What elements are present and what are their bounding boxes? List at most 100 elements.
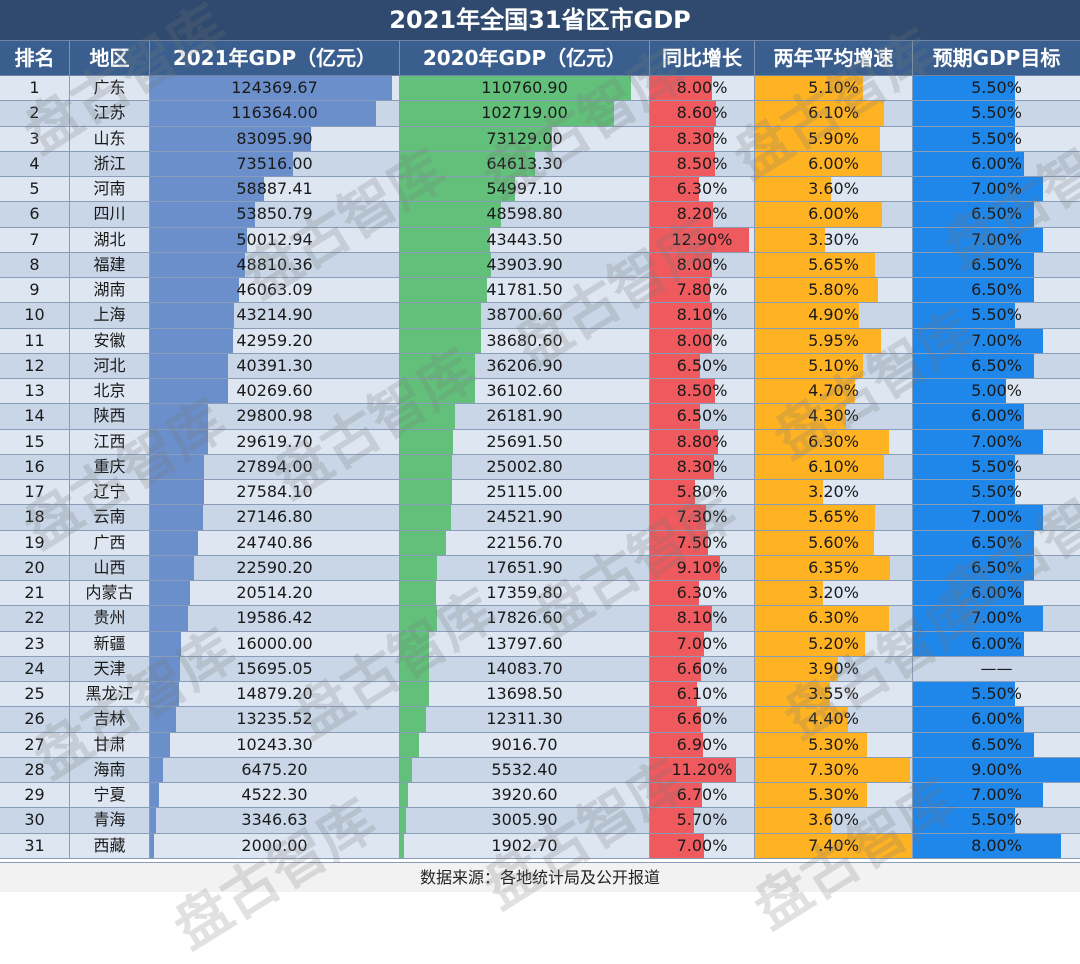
rank-value: 29	[24, 785, 45, 804]
gdp2020-bar	[400, 783, 409, 808]
rank-value: 19	[24, 532, 45, 552]
target-value: 5.50%	[971, 810, 1022, 830]
region-cell: 江苏	[70, 101, 150, 126]
growth-bar	[650, 581, 699, 606]
table-body: 1 广东 124369.67 110760.90 8.00% 5.10% 5.50% 2 江苏 1…	[0, 76, 1080, 859]
gdp2021-cell: 15695.05	[150, 656, 400, 681]
rank-value: 8	[29, 254, 40, 274]
region-value: 辽宁	[93, 482, 126, 501]
avg-value: 3.90%	[808, 658, 859, 678]
growth-value: 7.50%	[676, 532, 728, 552]
region-value: 河北	[93, 355, 126, 375]
target-cell: 5.50%	[913, 126, 1080, 151]
gdp2020-cell: 102719.00	[400, 101, 650, 126]
growth-bar	[650, 404, 701, 429]
avg-value: 4.90%	[808, 305, 859, 325]
target-value: 6.00%	[971, 709, 1022, 729]
table-row: 28 海南 6475.20 5532.40 11.20% 7.30% 9.00%	[0, 757, 1080, 783]
gdp2021-cell: 22590.20	[150, 555, 400, 580]
growth-bar	[650, 353, 701, 378]
target-bar	[913, 682, 1016, 707]
region-cell: 西藏	[70, 833, 150, 858]
avg-bar	[755, 328, 882, 353]
gdp2020-value: 38700.60	[486, 305, 563, 325]
gdp2021-cell: 14879.20	[150, 682, 400, 707]
target-cell: 7.00%	[913, 606, 1080, 631]
avg-value: 3.30%	[808, 229, 859, 249]
rank-value: 14	[24, 406, 45, 426]
gdp2021-cell: 6475.20	[150, 757, 400, 782]
region-cell: 浙江	[70, 151, 150, 176]
gdp2021-value: 27146.80	[236, 507, 313, 527]
gdp2020-value: 25002.80	[486, 456, 563, 476]
growth-value: 8.30%	[676, 128, 728, 148]
gdp2020-bar	[400, 530, 447, 555]
growth-bar	[650, 505, 707, 530]
gdp2021-value: 29800.98	[236, 406, 313, 426]
region-cell: 江西	[70, 429, 150, 454]
region-cell: 甘肃	[70, 732, 150, 757]
target-bar	[913, 202, 1034, 227]
rank-cell: 17	[0, 480, 70, 505]
growth-bar	[650, 833, 704, 858]
growth-cell: 8.10%	[650, 303, 755, 328]
table-row: 29 宁夏 4522.30 3920.60 6.70% 5.30% 7.00%	[0, 783, 1080, 809]
region-value: 福建	[93, 254, 126, 274]
region-cell: 山东	[70, 126, 150, 151]
gdp2021-bar	[150, 530, 199, 555]
region-value: 西藏	[93, 835, 126, 855]
table-row: 12 河北 40391.30 36206.90 6.50% 5.10% 6.50%	[0, 353, 1080, 379]
growth-bar	[650, 631, 704, 656]
growth-bar	[650, 278, 711, 303]
gdp2021-value: 40269.60	[236, 381, 313, 400]
gdp2020-cell: 9016.70	[400, 732, 650, 757]
rank-value: 7	[29, 229, 40, 249]
target-bar	[913, 530, 1034, 555]
growth-value: 7.30%	[676, 507, 728, 527]
target-value: 6.50%	[971, 280, 1022, 299]
rank-value: 18	[24, 507, 45, 527]
avg-bar	[755, 353, 864, 378]
target-cell: 5.50%	[913, 480, 1080, 505]
gdp2020-value: 13797.60	[486, 633, 563, 653]
gdp2020-value: 14083.70	[486, 658, 563, 678]
table-row: 7 湖北 50012.94 43443.50 12.90% 3.30% 7.00%	[0, 227, 1080, 253]
target-cell: 6.00%	[913, 151, 1080, 176]
gdp2021-cell: 27894.00	[150, 454, 400, 479]
avg-cell: 6.30%	[755, 606, 913, 631]
gdp2020-bar	[400, 101, 614, 126]
gdp2021-bar	[150, 682, 179, 707]
avg-cell: 3.55%	[755, 682, 913, 707]
rank-value: 16	[24, 456, 45, 476]
rank-value: 23	[24, 633, 45, 653]
gdp2021-value: 40391.30	[236, 355, 313, 375]
table-row: 22 贵州 19586.42 17826.60 8.10% 6.30% 7.00%	[0, 606, 1080, 632]
target-value: 6.50%	[971, 355, 1022, 375]
gdp2020-cell: 110760.90	[400, 76, 650, 101]
gdp2021-bar	[150, 404, 208, 429]
target-value: 6.00%	[971, 153, 1022, 173]
avg-value: 5.65%	[808, 254, 859, 274]
rank-value: 26	[24, 709, 45, 729]
gdp2020-bar	[400, 177, 515, 202]
target-bar	[913, 833, 1062, 858]
target-cell: 5.50%	[913, 76, 1080, 101]
table-row: 15 江西 29619.70 25691.50 8.80% 6.30% 7.00%	[0, 429, 1080, 455]
growth-cell: 6.60%	[650, 656, 755, 681]
header-gdp2020: 2020年GDP（亿元）	[400, 41, 650, 75]
region-value: 海南	[93, 759, 126, 779]
gdp2021-value: 53850.79	[236, 204, 313, 224]
growth-value: 6.10%	[676, 684, 728, 703]
gdp2020-bar	[400, 833, 404, 858]
gdp2020-value: 64613.30	[486, 153, 563, 173]
rank-cell: 29	[0, 783, 70, 808]
header-target: 预期GDP目标	[932, 46, 1061, 70]
target-cell: 6.50%	[913, 252, 1080, 277]
gdp2020-bar	[400, 707, 426, 732]
growth-cell: 6.70%	[650, 783, 755, 808]
gdp2021-cell: 40269.60	[150, 379, 400, 404]
avg-value: 3.20%	[808, 583, 859, 602]
gdp2021-bar	[150, 379, 229, 404]
avg-bar	[755, 454, 885, 479]
gdp2021-cell: 42959.20	[150, 328, 400, 353]
